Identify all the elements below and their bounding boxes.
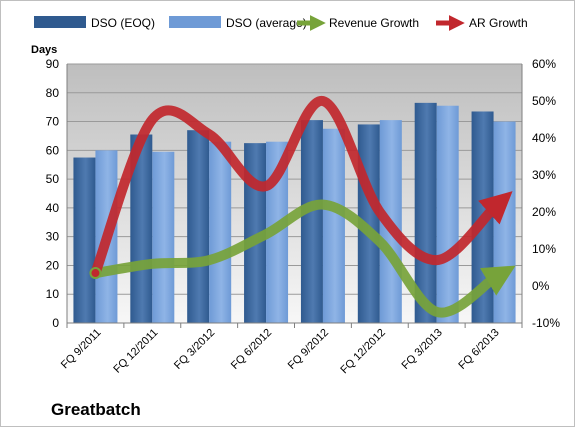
legend-swatch-dso-eoq bbox=[34, 16, 86, 28]
line-revenue-growth bbox=[94, 199, 516, 318]
bar-dso-eoq bbox=[187, 130, 210, 323]
line-ar-growth bbox=[90, 96, 513, 275]
legend-label-dso-eoq: DSO (EOQ) bbox=[91, 16, 155, 30]
x-tick-label: FQ 6/2013 bbox=[456, 327, 501, 372]
y2-tick-label: 40% bbox=[532, 131, 556, 145]
y-tick-label: 70 bbox=[46, 115, 60, 129]
legend: DSO (EOQ) DSO (average) Revenue Growth A… bbox=[34, 14, 528, 32]
y2-tick-label: 60% bbox=[532, 57, 556, 71]
y-tick-label: 40 bbox=[46, 201, 60, 215]
y-tick-label: 80 bbox=[46, 86, 60, 100]
y2-tick-label: -10% bbox=[532, 316, 560, 330]
legend-label-dso-average: DSO (average) bbox=[226, 16, 307, 30]
bar-dso-average bbox=[436, 105, 459, 323]
y-tick-label: 50 bbox=[46, 172, 60, 186]
y2-tick-label: 10% bbox=[532, 242, 556, 256]
line-start-marker bbox=[89, 267, 102, 280]
x-tick-label: FQ 3/2012 bbox=[172, 327, 217, 372]
y-tick-label: 20 bbox=[46, 258, 60, 272]
y-tick-label: 0 bbox=[52, 316, 59, 330]
bar-dso-average bbox=[322, 128, 345, 323]
bar-dso-average bbox=[209, 141, 232, 323]
bar-dso-average bbox=[152, 151, 175, 323]
y-tick-label: 10 bbox=[46, 287, 60, 301]
legend-swatch-dso-average bbox=[169, 16, 221, 28]
y2-tick-label: 50% bbox=[532, 94, 556, 108]
bar-dso-eoq bbox=[73, 157, 96, 323]
x-tick-label: FQ 9/2012 bbox=[286, 327, 331, 372]
bar-dso-eoq bbox=[414, 102, 437, 323]
axes bbox=[66, 64, 523, 328]
x-tick-label: FQ 9/2011 bbox=[59, 327, 104, 372]
y-tick-label: 30 bbox=[46, 230, 60, 244]
y2-tick-label: 0% bbox=[532, 279, 550, 293]
company-label: Greatbatch bbox=[51, 400, 141, 419]
x-tick-label: FQ 12/2012 bbox=[338, 327, 388, 377]
legend-label-ar-growth: AR Growth bbox=[469, 16, 528, 30]
y-tick-label: 60 bbox=[46, 143, 60, 157]
y2-tick-label: 30% bbox=[532, 168, 556, 182]
x-tick-label: FQ 12/2011 bbox=[111, 327, 160, 376]
y2-tick-label: 20% bbox=[532, 205, 556, 219]
x-tick-label: FQ 6/2012 bbox=[229, 327, 274, 372]
legend-label-revenue-growth: Revenue Growth bbox=[329, 16, 419, 30]
bar-dso-average bbox=[493, 121, 516, 323]
bar-dso-eoq bbox=[300, 120, 323, 323]
bar-dso-eoq bbox=[130, 134, 153, 323]
y-tick-label: 90 bbox=[46, 57, 60, 71]
growth-lines bbox=[89, 96, 516, 318]
x-tick-label: FQ 3/2013 bbox=[400, 327, 445, 372]
y-axis-title: Days bbox=[31, 44, 57, 56]
